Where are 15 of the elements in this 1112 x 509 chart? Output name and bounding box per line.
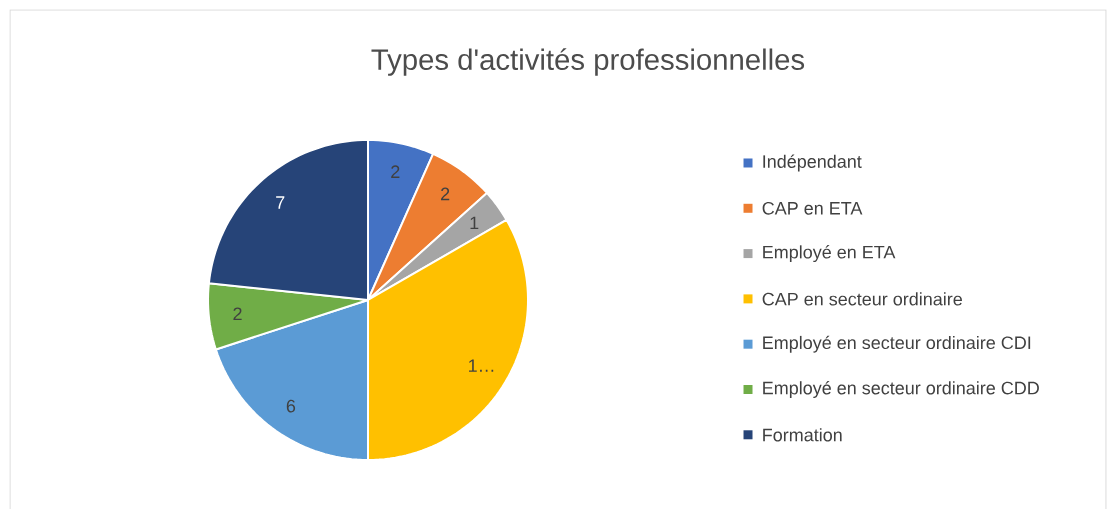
legend-label: CAP en secteur ordinaire bbox=[762, 292, 962, 306]
data-label: 6 bbox=[286, 399, 296, 413]
chart-title: Types d'activités professionnelles bbox=[371, 48, 805, 76]
data-label: 1 bbox=[470, 216, 479, 230]
data-label: 2 bbox=[233, 307, 242, 320]
legend-label: Employé en ETA bbox=[763, 245, 896, 263]
legend-label: CAP en ETA bbox=[762, 201, 863, 215]
data-label: 7 bbox=[276, 196, 285, 209]
legend-label: Employé en secteur ordinaire CDI bbox=[763, 335, 1031, 353]
legend-label: Indépendant bbox=[763, 154, 862, 172]
data-label: 1… bbox=[469, 359, 494, 372]
data-label: 2 bbox=[391, 165, 400, 178]
legend-label: Formation bbox=[763, 428, 842, 442]
legend-label: Employé en secteur ordinaire CDD bbox=[763, 380, 1039, 398]
data-label: 2 bbox=[441, 187, 450, 201]
